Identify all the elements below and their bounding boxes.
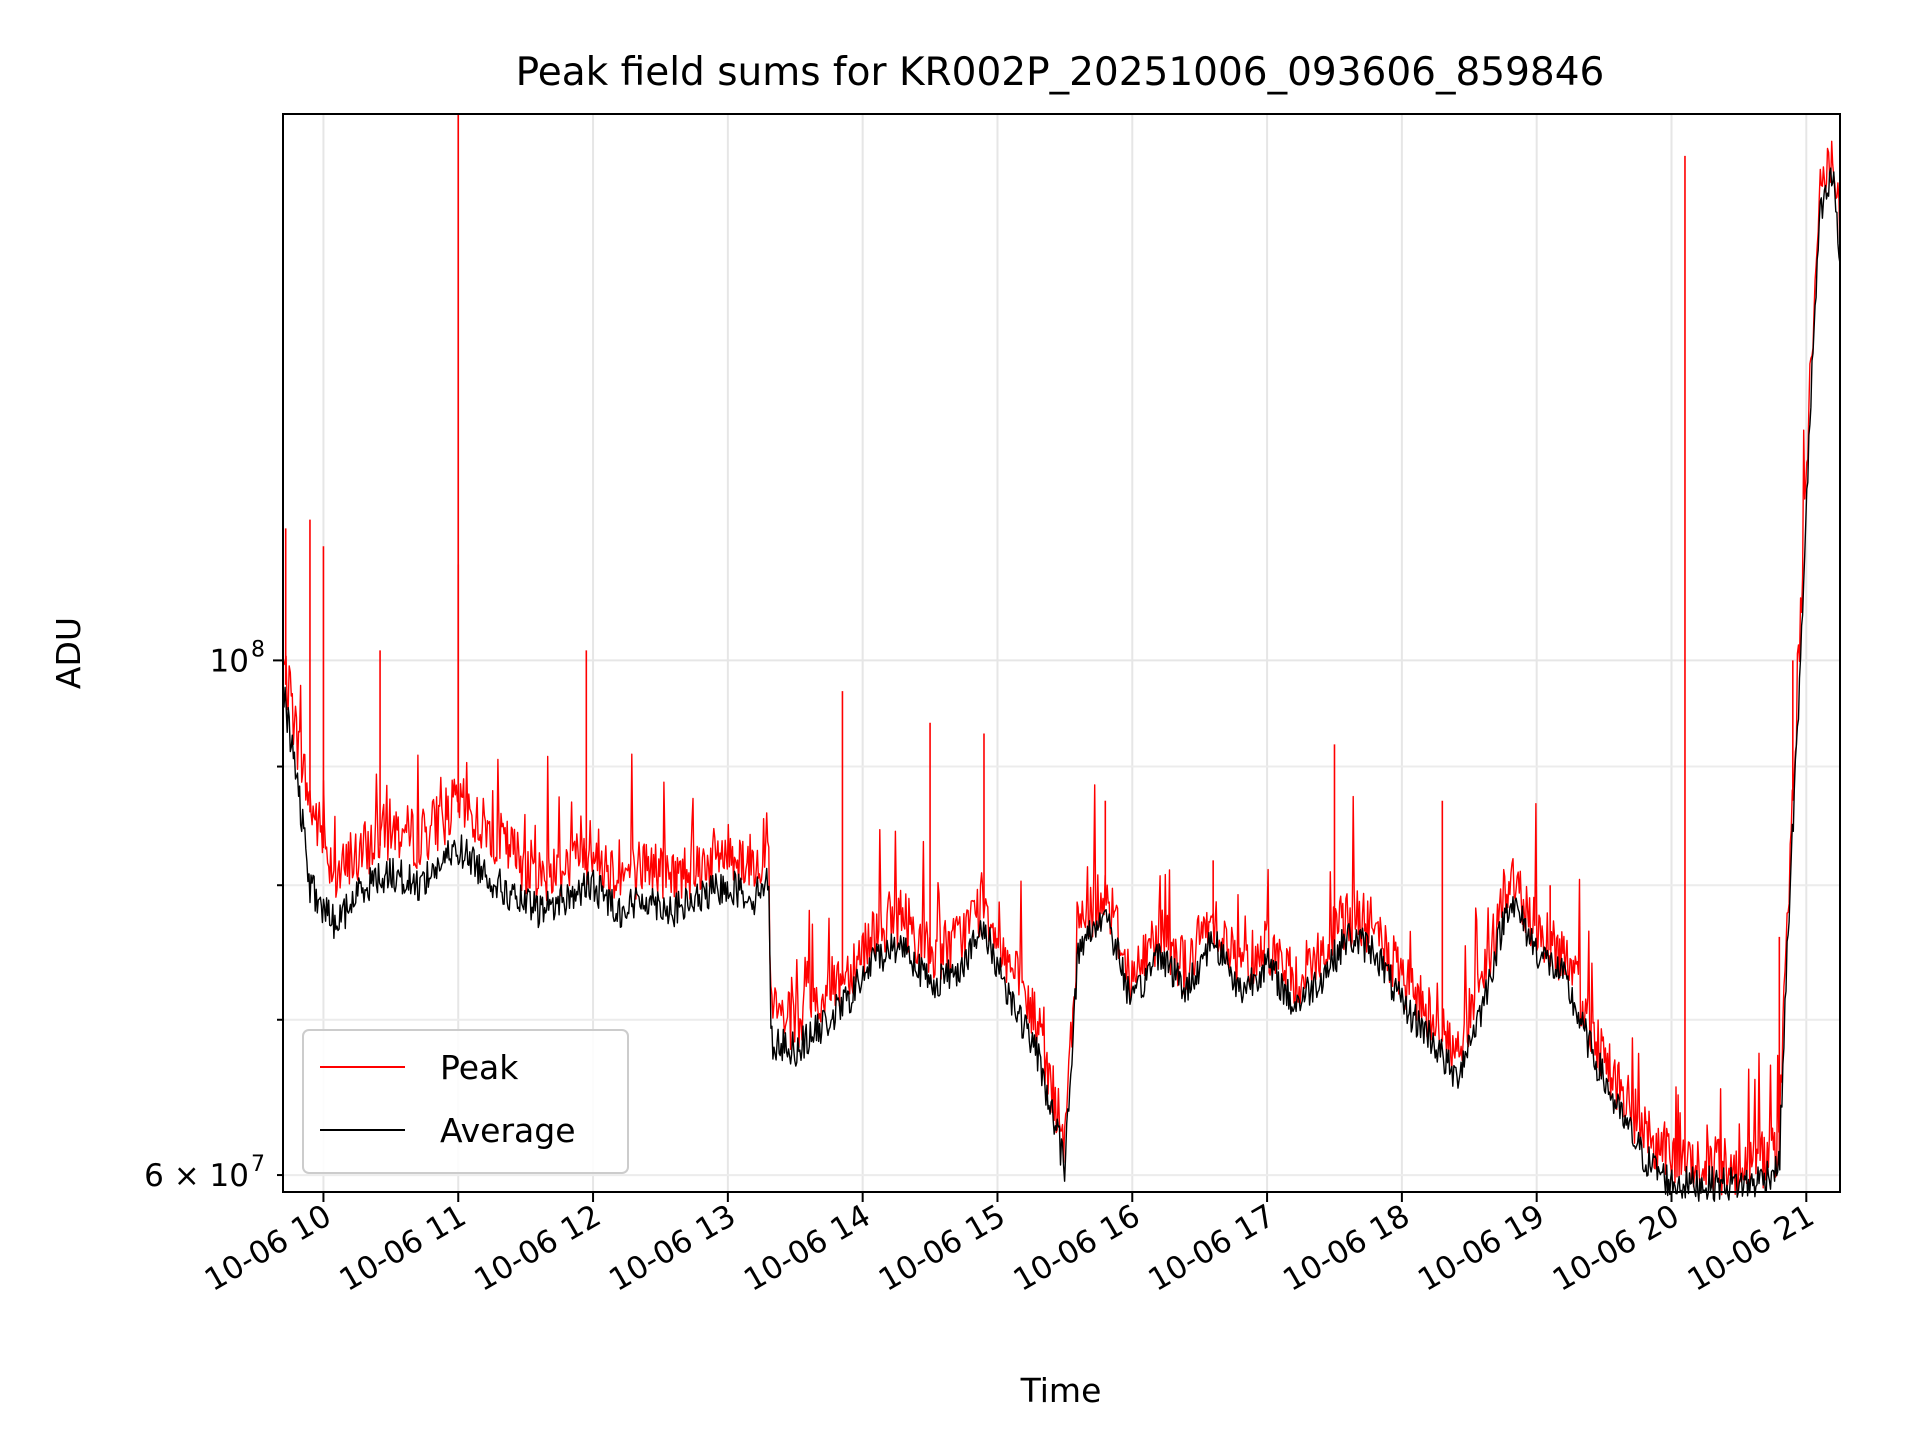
legend-label-peak: Peak (440, 1048, 519, 1087)
legend-label-average: Average (440, 1111, 576, 1150)
series-line-average (282, 167, 1841, 1202)
legend-box (302, 1029, 629, 1174)
chart-title: Peak field sums for KR002P_20251006_0936… (516, 50, 1605, 95)
grid (283, 114, 1840, 1192)
x-axis-label: Time (1020, 1371, 1102, 1410)
y-tick-label-exponent: 8 (251, 637, 265, 662)
legend: Peak Average (302, 1029, 629, 1174)
y-minor-tick-label-exponent: 7 (251, 1152, 265, 1177)
plot-frame (282, 113, 1841, 1193)
y-axis-label: ADU (49, 617, 88, 689)
y-axis: 10 8 6 × 10 7 (144, 637, 283, 1194)
y-minor-tick-label: 6 × 10 (144, 1158, 249, 1194)
series-group (282, 114, 1841, 1202)
y-tick-label: 10 (210, 643, 249, 679)
